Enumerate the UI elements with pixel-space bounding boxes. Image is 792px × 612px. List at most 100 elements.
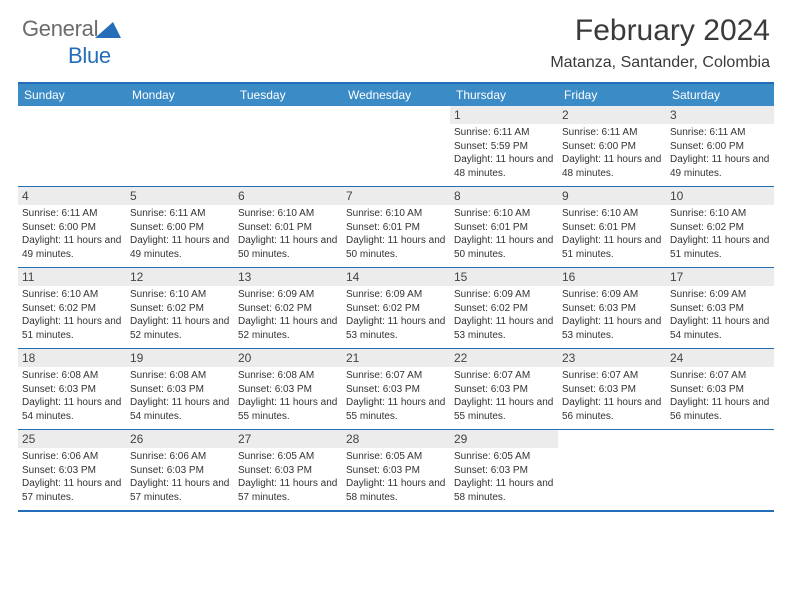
sunset-text: Sunset: 6:00 PM xyxy=(562,140,662,154)
day-info: Sunrise: 6:11 AMSunset: 6:00 PMDaylight:… xyxy=(562,126,662,180)
day-number: 27 xyxy=(234,430,342,448)
day-info: Sunrise: 6:10 AMSunset: 6:02 PMDaylight:… xyxy=(22,288,122,342)
day-info: Sunrise: 6:11 AMSunset: 6:00 PMDaylight:… xyxy=(670,126,770,180)
sunrise-text: Sunrise: 6:07 AM xyxy=(670,369,770,383)
sunrise-text: Sunrise: 6:11 AM xyxy=(130,207,230,221)
sunrise-text: Sunrise: 6:06 AM xyxy=(130,450,230,464)
day-number: 4 xyxy=(18,187,126,205)
daylight-text: Daylight: 11 hours and 57 minutes. xyxy=(22,477,122,504)
sunrise-text: Sunrise: 6:07 AM xyxy=(454,369,554,383)
day-number: 20 xyxy=(234,349,342,367)
day-cell: 16Sunrise: 6:09 AMSunset: 6:03 PMDayligh… xyxy=(558,268,666,348)
sunset-text: Sunset: 5:59 PM xyxy=(454,140,554,154)
sunrise-text: Sunrise: 6:09 AM xyxy=(454,288,554,302)
day-number: 2 xyxy=(558,106,666,124)
daylight-text: Daylight: 11 hours and 58 minutes. xyxy=(346,477,446,504)
sunrise-text: Sunrise: 6:11 AM xyxy=(562,126,662,140)
day-cell: 29Sunrise: 6:05 AMSunset: 6:03 PMDayligh… xyxy=(450,430,558,510)
day-info: Sunrise: 6:10 AMSunset: 6:01 PMDaylight:… xyxy=(562,207,662,261)
day-cell: 4 Sunrise: 6:11 AMSunset: 6:00 PMDaylight… xyxy=(18,187,126,267)
day-number: 12 xyxy=(126,268,234,286)
day-cell: 21Sunrise: 6:07 AMSunset: 6:03 PMDayligh… xyxy=(342,349,450,429)
sunrise-text: Sunrise: 6:11 AM xyxy=(454,126,554,140)
sunset-text: Sunset: 6:03 PM xyxy=(454,464,554,478)
day-cell: 13Sunrise: 6:09 AMSunset: 6:02 PMDayligh… xyxy=(234,268,342,348)
daylight-text: Daylight: 11 hours and 49 minutes. xyxy=(22,234,122,261)
sunset-text: Sunset: 6:03 PM xyxy=(130,464,230,478)
daylight-text: Daylight: 11 hours and 54 minutes. xyxy=(130,396,230,423)
day-cell: 1 Sunrise: 6:11 AMSunset: 5:59 PMDaylight… xyxy=(450,106,558,186)
sunset-text: Sunset: 6:02 PM xyxy=(670,221,770,235)
dow-row: Sunday Monday Tuesday Wednesday Thursday… xyxy=(18,84,774,106)
day-cell: 17Sunrise: 6:09 AMSunset: 6:03 PMDayligh… xyxy=(666,268,774,348)
logo-word-1: General xyxy=(22,16,98,41)
sunset-text: Sunset: 6:03 PM xyxy=(562,383,662,397)
day-number: 6 xyxy=(234,187,342,205)
day-info: Sunrise: 6:11 AMSunset: 6:00 PMDaylight:… xyxy=(130,207,230,261)
day-info: Sunrise: 6:07 AMSunset: 6:03 PMDaylight:… xyxy=(670,369,770,423)
day-number: 1 xyxy=(450,106,558,124)
day-cell: 2 Sunrise: 6:11 AMSunset: 6:00 PMDaylight… xyxy=(558,106,666,186)
day-info: Sunrise: 6:07 AMSunset: 6:03 PMDaylight:… xyxy=(454,369,554,423)
daylight-text: Daylight: 11 hours and 49 minutes. xyxy=(130,234,230,261)
sunset-text: Sunset: 6:03 PM xyxy=(670,383,770,397)
day-number: 8 xyxy=(450,187,558,205)
daylight-text: Daylight: 11 hours and 53 minutes. xyxy=(346,315,446,342)
daylight-text: Daylight: 11 hours and 55 minutes. xyxy=(238,396,338,423)
day-cell: 15Sunrise: 6:09 AMSunset: 6:02 PMDayligh… xyxy=(450,268,558,348)
dow-tue: Tuesday xyxy=(234,84,342,106)
day-cell: 18Sunrise: 6:08 AMSunset: 6:03 PMDayligh… xyxy=(18,349,126,429)
sunset-text: Sunset: 6:02 PM xyxy=(238,302,338,316)
daylight-text: Daylight: 11 hours and 52 minutes. xyxy=(130,315,230,342)
day-number: 14 xyxy=(342,268,450,286)
daylight-text: Daylight: 11 hours and 50 minutes. xyxy=(454,234,554,261)
dow-wed: Wednesday xyxy=(342,84,450,106)
daylight-text: Daylight: 11 hours and 48 minutes. xyxy=(454,153,554,180)
day-info: Sunrise: 6:09 AMSunset: 6:02 PMDaylight:… xyxy=(346,288,446,342)
day-cell: . xyxy=(126,106,234,186)
sunrise-text: Sunrise: 6:09 AM xyxy=(346,288,446,302)
day-number: 25 xyxy=(18,430,126,448)
dow-thu: Thursday xyxy=(450,84,558,106)
daylight-text: Daylight: 11 hours and 55 minutes. xyxy=(454,396,554,423)
day-cell: 3Sunrise: 6:11 AMSunset: 6:00 PMDaylight… xyxy=(666,106,774,186)
sunset-text: Sunset: 6:03 PM xyxy=(22,464,122,478)
sunrise-text: Sunrise: 6:11 AM xyxy=(670,126,770,140)
sunset-text: Sunset: 6:01 PM xyxy=(238,221,338,235)
day-cell: 11Sunrise: 6:10 AMSunset: 6:02 PMDayligh… xyxy=(18,268,126,348)
sunset-text: Sunset: 6:03 PM xyxy=(238,464,338,478)
day-info: Sunrise: 6:09 AMSunset: 6:03 PMDaylight:… xyxy=(670,288,770,342)
day-cell: 14 Sunrise: 6:09 AMSunset: 6:02 PMDayligh… xyxy=(342,268,450,348)
day-cell: . xyxy=(18,106,126,186)
day-info: Sunrise: 6:08 AMSunset: 6:03 PMDaylight:… xyxy=(130,369,230,423)
dow-sun: Sunday xyxy=(18,84,126,106)
week-row: ....1Sunrise: 6:11 AMSunset: 5:59 PMDayl… xyxy=(18,106,774,186)
sunrise-text: Sunrise: 6:10 AM xyxy=(454,207,554,221)
day-info: Sunrise: 6:10 AMSunset: 6:01 PMDaylight:… xyxy=(238,207,338,261)
day-cell: 27Sunrise: 6:05 AMSunset: 6:03 PMDayligh… xyxy=(234,430,342,510)
daylight-text: Daylight: 11 hours and 53 minutes. xyxy=(454,315,554,342)
day-cell: . xyxy=(558,430,666,510)
day-info: Sunrise: 6:05 AMSunset: 6:03 PMDaylight:… xyxy=(346,450,446,504)
day-cell: 28Sunrise: 6:05 AMSunset: 6:03 PMDayligh… xyxy=(342,430,450,510)
day-number: 22 xyxy=(450,349,558,367)
day-number: 24 xyxy=(666,349,774,367)
day-cell: 10Sunrise: 6:10 AMSunset: 6:02 PMDayligh… xyxy=(666,187,774,267)
sunrise-text: Sunrise: 6:10 AM xyxy=(562,207,662,221)
day-info: Sunrise: 6:08 AMSunset: 6:03 PMDaylight:… xyxy=(238,369,338,423)
daylight-text: Daylight: 11 hours and 51 minutes. xyxy=(670,234,770,261)
day-info: Sunrise: 6:10 AMSunset: 6:02 PMDaylight:… xyxy=(670,207,770,261)
weeks-container: ....1Sunrise: 6:11 AMSunset: 5:59 PMDayl… xyxy=(18,106,774,510)
day-number: 5 xyxy=(126,187,234,205)
day-info: Sunrise: 6:08 AMSunset: 6:03 PMDaylight:… xyxy=(22,369,122,423)
day-number: 26 xyxy=(126,430,234,448)
daylight-text: Daylight: 11 hours and 51 minutes. xyxy=(562,234,662,261)
sunset-text: Sunset: 6:02 PM xyxy=(346,302,446,316)
sunrise-text: Sunrise: 6:11 AM xyxy=(22,207,122,221)
title-block: February 2024 Matanza, Santander, Colomb… xyxy=(550,14,770,72)
sunrise-text: Sunrise: 6:08 AM xyxy=(130,369,230,383)
day-info: Sunrise: 6:11 AMSunset: 6:00 PMDaylight:… xyxy=(22,207,122,261)
daylight-text: Daylight: 11 hours and 57 minutes. xyxy=(238,477,338,504)
sunset-text: Sunset: 6:03 PM xyxy=(238,383,338,397)
sunrise-text: Sunrise: 6:05 AM xyxy=(346,450,446,464)
